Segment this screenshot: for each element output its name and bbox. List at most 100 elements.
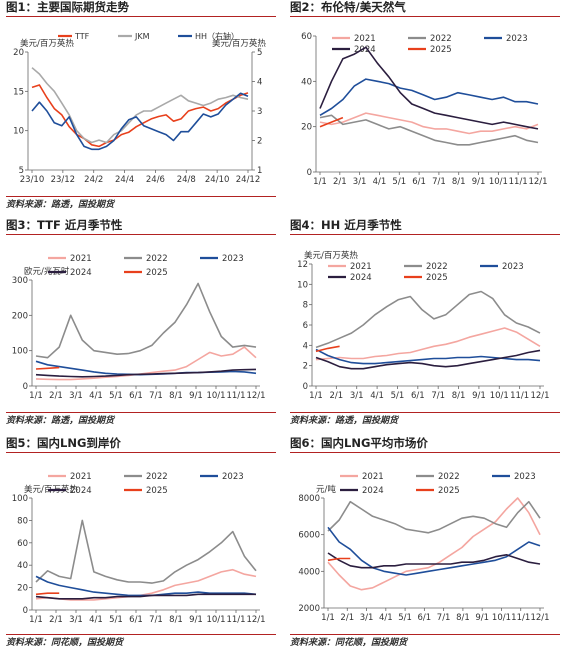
y2-tick-label: 2 — [257, 137, 262, 147]
x-tick-label: 3/1 — [360, 613, 374, 623]
x-tick-label: 10/1 — [206, 391, 225, 401]
y-tick-label: 4000 — [298, 567, 320, 577]
series-line-2022 — [327, 500, 541, 534]
legend-label: 2022 — [146, 254, 168, 264]
figure-source: 资料来源：路透，国投期货 — [290, 412, 560, 428]
y2-tick-label: 3 — [257, 107, 262, 117]
legend-label: 2022 — [430, 34, 452, 44]
x-tick-label: 23/10 — [20, 175, 45, 185]
x-tick-label: 9/1 — [189, 615, 203, 625]
series-line-2022 — [35, 282, 257, 359]
y-tick-label: 0 — [23, 382, 28, 392]
x-tick-label: 6/1 — [418, 613, 432, 623]
legend-label: 2024 — [70, 268, 92, 278]
series-line-2023 — [327, 526, 541, 576]
figure-source: 资料来源：同花顺，国投期货 — [6, 634, 276, 650]
figure-5: 图5：国内LNG到岸价 0 20 40 60 80 100 1/1 2/1 3/1 4/1 5/1 6… — [6, 436, 278, 650]
x-tick-label: 3/1 — [69, 391, 83, 401]
legend-label: 2022 — [426, 262, 448, 272]
x-tick-label: 1/1 — [29, 615, 43, 625]
x-tick-label: 4/1 — [89, 391, 103, 401]
x-tick-label: 5/1 — [392, 177, 406, 187]
series-line-JKM — [31, 67, 249, 144]
x-tick-label: 2/1 — [330, 391, 344, 401]
y-tick-label: 0 — [23, 606, 28, 616]
legend-label: 2025 — [430, 45, 452, 55]
x-tick-label: 4/1 — [370, 391, 384, 401]
legend-label: 2024 — [350, 273, 372, 283]
series-line-2023 — [35, 575, 257, 597]
unit-label: 美元/百万英热 — [304, 250, 358, 261]
y-tick-label: 100 — [12, 347, 28, 357]
legend-label: 2024 — [354, 45, 376, 55]
y-tick-label: 40 — [301, 77, 312, 87]
y-tick-label: 2 — [303, 362, 308, 372]
legend-label: 2025 — [426, 273, 448, 283]
legend-label: 2024 — [70, 486, 92, 496]
x-tick-label: 10/1 — [492, 613, 511, 623]
legend-label: 2023 — [502, 262, 524, 272]
x-tick-label: 2/1 — [340, 613, 354, 623]
series-line-2021 — [315, 327, 541, 361]
x-tick-label: 12/1 — [528, 177, 547, 187]
y-tick-label: 100 — [12, 494, 28, 504]
y-tick-label: 80 — [17, 516, 28, 526]
y-tick-label: 200 — [12, 311, 28, 321]
x-tick-label: 12/1 — [246, 391, 265, 401]
x-tick-label: 8/1 — [169, 615, 183, 625]
x-tick-label: 2/1 — [49, 391, 63, 401]
x-tick-label: 3/1 — [69, 615, 83, 625]
x-tick-label: 9/1 — [472, 177, 486, 187]
x-tick-label: 2/1 — [333, 177, 347, 187]
figure-title: 图1：主要国际期货走势 — [6, 0, 276, 17]
series-line-TTF — [31, 84, 249, 148]
x-tick-label: 1/1 — [321, 613, 335, 623]
x-tick-label: 10/1 — [206, 615, 225, 625]
x-tick-label: 1/1 — [309, 391, 323, 401]
y-tick-label: 0 — [303, 382, 308, 392]
legend-label: 2021 — [70, 472, 92, 482]
series-line-2024 — [315, 349, 541, 370]
x-tick-label: 10/1 — [489, 177, 508, 187]
legend-label: 2024 — [362, 486, 384, 496]
series-line-2023 — [319, 78, 539, 116]
y-tick-label: 12 — [297, 260, 308, 270]
y-tick-label: 6000 — [298, 531, 320, 541]
y-tick-label: 5 — [19, 166, 24, 176]
figure-4: 图4：HH 近月季节性 0 2 4 6 8 10 12 1/1 2/1 3/1 4/1 5/1 6/1 7… — [290, 218, 562, 430]
legend-label: 2023 — [506, 34, 528, 44]
series-line-2021 — [35, 346, 257, 381]
legend-label: HH（右轴） — [195, 31, 239, 41]
legend-label: 2023 — [514, 472, 536, 482]
y2-tick-label: 1 — [257, 166, 262, 176]
x-tick-label: 11/1 — [509, 177, 528, 187]
x-tick-label: 9/1 — [475, 613, 489, 623]
figure-3: 图3：TTF 近月季节性 0 100 200 300 1/1 2/1 3/1 4/1 5/1 6/… — [6, 218, 278, 430]
series-line-2024 — [35, 593, 256, 600]
series-line-2021 — [319, 112, 539, 135]
figure-2: 图2：布伦特/美天然气 0 20 40 60 1/1 2/1 3/1 4/1 5/1 6/1 7/1… — [290, 0, 562, 212]
y-tick-label: 20 — [301, 123, 312, 133]
figure-source: 资料来源：路透，国投期货 — [6, 196, 276, 212]
legend-label: 2021 — [354, 34, 376, 44]
x-tick-label: 6/1 — [411, 391, 425, 401]
y-tick-label: 6 — [303, 321, 308, 331]
legend-label: 2021 — [350, 262, 372, 272]
series-line-2025 — [327, 557, 351, 562]
series-line-2022 — [315, 290, 541, 349]
legend-label: 2022 — [146, 472, 168, 482]
legend-label: 2021 — [362, 472, 384, 482]
series-line-2022 — [35, 519, 257, 584]
x-tick-label: 11/1 — [511, 613, 530, 623]
x-tick-label: 7/1 — [431, 391, 445, 401]
x-tick-label: 4/1 — [379, 613, 393, 623]
x-tick-label: 24/4 — [115, 175, 134, 185]
x-tick-label: 24/2 — [84, 175, 103, 185]
series-line-HH（右轴） — [31, 92, 249, 151]
x-tick-label: 7/1 — [149, 615, 163, 625]
x-tick-label: 9/1 — [472, 391, 486, 401]
figure-title: 图2：布伦特/美天然气 — [290, 0, 560, 17]
figure-title: 图6：国内LNG平均市场价 — [290, 436, 560, 453]
series-line-2021 — [35, 568, 257, 601]
y-tick-label: 2000 — [298, 604, 320, 614]
